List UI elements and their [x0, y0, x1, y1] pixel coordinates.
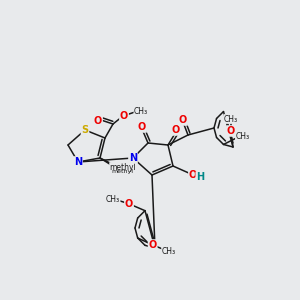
Text: H: H [196, 172, 204, 182]
Text: O: O [120, 111, 128, 121]
Text: O: O [172, 125, 180, 135]
Text: O: O [138, 122, 146, 132]
Text: CH₃: CH₃ [236, 132, 250, 141]
Text: N: N [74, 157, 82, 167]
Text: N: N [129, 153, 137, 163]
Text: methyl: methyl [110, 163, 136, 172]
Text: CH₃: CH₃ [224, 115, 238, 124]
Text: CH₃: CH₃ [162, 247, 176, 256]
Text: O: O [125, 199, 133, 209]
Text: CH₃: CH₃ [134, 106, 148, 116]
Text: S: S [81, 125, 88, 135]
Text: O: O [148, 240, 157, 250]
Text: O: O [179, 115, 187, 125]
Text: methyl: methyl [111, 169, 133, 173]
Text: CH₃: CH₃ [106, 195, 120, 204]
Text: O: O [189, 170, 197, 180]
Text: O: O [227, 126, 235, 136]
Text: O: O [94, 116, 102, 126]
